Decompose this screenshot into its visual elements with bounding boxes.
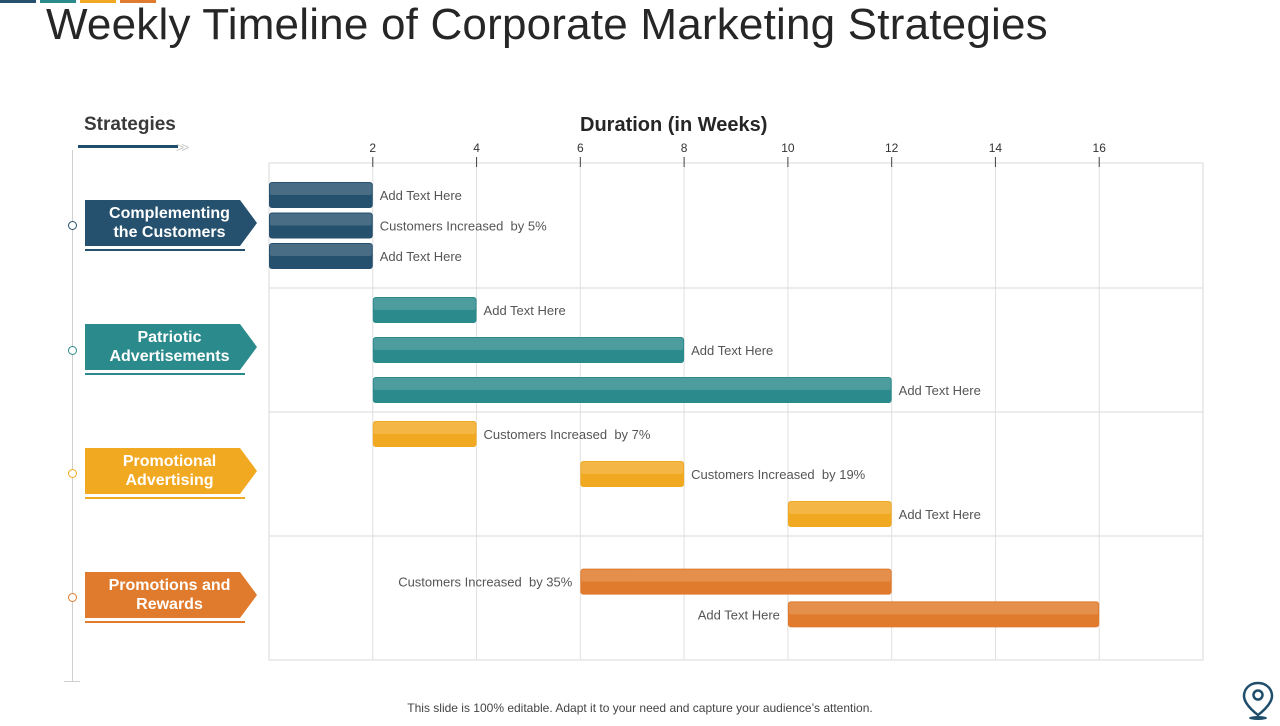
timeline-dot-1 (68, 346, 77, 355)
tick-label: 4 (473, 141, 480, 155)
strategy-underline (85, 249, 245, 251)
strategy-label-line2: the Customers (113, 224, 226, 241)
timeline-dot-2 (68, 469, 77, 478)
gantt-bar (372, 337, 685, 363)
gantt-bar (372, 421, 477, 447)
gantt-bar (787, 601, 1100, 628)
timeline-line (72, 150, 73, 682)
gantt-bar (787, 501, 892, 527)
gantt-bar (269, 243, 373, 269)
bar-label: Customers Increased by 7% (484, 427, 651, 442)
strategy-label-1: Patriotic Advertisements (85, 324, 257, 378)
tick-label: 14 (989, 141, 1003, 155)
gantt-bar-highlight (270, 244, 372, 256)
strategy-arrow: Patriotic Advertisements (85, 324, 257, 370)
strategy-arrow: Promotions and Rewards (85, 572, 257, 618)
gantt-bar-highlight (581, 462, 684, 474)
bar-label: Add Text Here (899, 383, 981, 398)
gantt-bar (372, 377, 892, 403)
timeline-dot-0 (68, 221, 77, 230)
bar-label: Add Text Here (484, 303, 566, 318)
strategy-label-line2: Rewards (136, 596, 203, 613)
bar-label: Add Text Here (899, 507, 981, 522)
gantt-bar-highlight (270, 213, 372, 226)
gantt-bar-highlight (373, 422, 476, 434)
timeline-end-cap (64, 681, 80, 682)
strategy-label-2: Promotional Advertising (85, 448, 257, 502)
gantt-bar-highlight (373, 338, 684, 350)
gantt-bar-highlight (373, 298, 476, 310)
gantt-bar (269, 212, 373, 239)
tick-label: 6 (577, 141, 584, 155)
strategy-label-line1: Patriotic (137, 329, 202, 346)
bar-label: Add Text Here (698, 607, 780, 622)
strategy-label-line1: Promotional (122, 453, 217, 470)
chart-title: Duration (in Weeks) (580, 114, 768, 136)
location-pin-icon (1241, 681, 1275, 726)
gantt-bar-highlight (373, 378, 891, 390)
gantt-bar (580, 568, 892, 595)
bar-label: Add Text Here (691, 343, 773, 358)
tick-label: 8 (681, 141, 688, 155)
double-chevron-right-icon: >> (176, 139, 189, 155)
bar-label: Add Text Here (380, 188, 462, 203)
gantt-bar (580, 461, 685, 487)
bar-label: Customers Increased by 19% (691, 467, 866, 482)
strategy-label-line1: Complementing (109, 205, 230, 222)
strategy-arrow: Promotional Advertising (85, 448, 257, 494)
tick-label: 10 (781, 141, 795, 155)
timeline-dot-3 (68, 593, 77, 602)
slide-title: Weekly Timeline of Corporate Marketing S… (46, 0, 1048, 49)
gantt-bar-highlight (788, 602, 1099, 615)
tick-label: 12 (885, 141, 899, 155)
bar-label: Customers Increased by 35% (398, 575, 573, 590)
accent-line-yellow (80, 0, 116, 3)
strategy-label-line1: Promotions and (108, 577, 231, 594)
strategy-label-line2: Advertising (125, 472, 214, 489)
strategy-label-line2: Advertisements (109, 348, 230, 365)
footer-note: This slide is 100% editable. Adapt it to… (407, 701, 873, 715)
gantt-bar-highlight (788, 502, 891, 514)
strategy-label-3: Promotions and Rewards (85, 572, 257, 626)
accent-line-teal (40, 0, 76, 3)
bar-label: Customers Increased by 5% (380, 219, 547, 234)
strategy-arrow: Complementing the Customers (85, 200, 257, 246)
gantt-bar-highlight (270, 183, 372, 195)
accent-line-navy (0, 0, 36, 3)
accent-line-orange (120, 0, 156, 3)
strategy-underline (85, 497, 245, 499)
chart-frame (268, 162, 1204, 661)
strategy-underline (85, 373, 245, 375)
strategies-header: Strategies (84, 114, 176, 135)
tick-label: 2 (369, 141, 376, 155)
gantt-bar-highlight (581, 569, 891, 582)
tick-label: 16 (1093, 141, 1107, 155)
strategy-underline (85, 621, 245, 623)
gantt-bar (269, 182, 373, 208)
gantt-bar (372, 297, 477, 323)
strategies-underline (78, 145, 178, 148)
strategy-label-0: Complementing the Customers (85, 200, 257, 254)
bar-label: Add Text Here (380, 249, 462, 264)
